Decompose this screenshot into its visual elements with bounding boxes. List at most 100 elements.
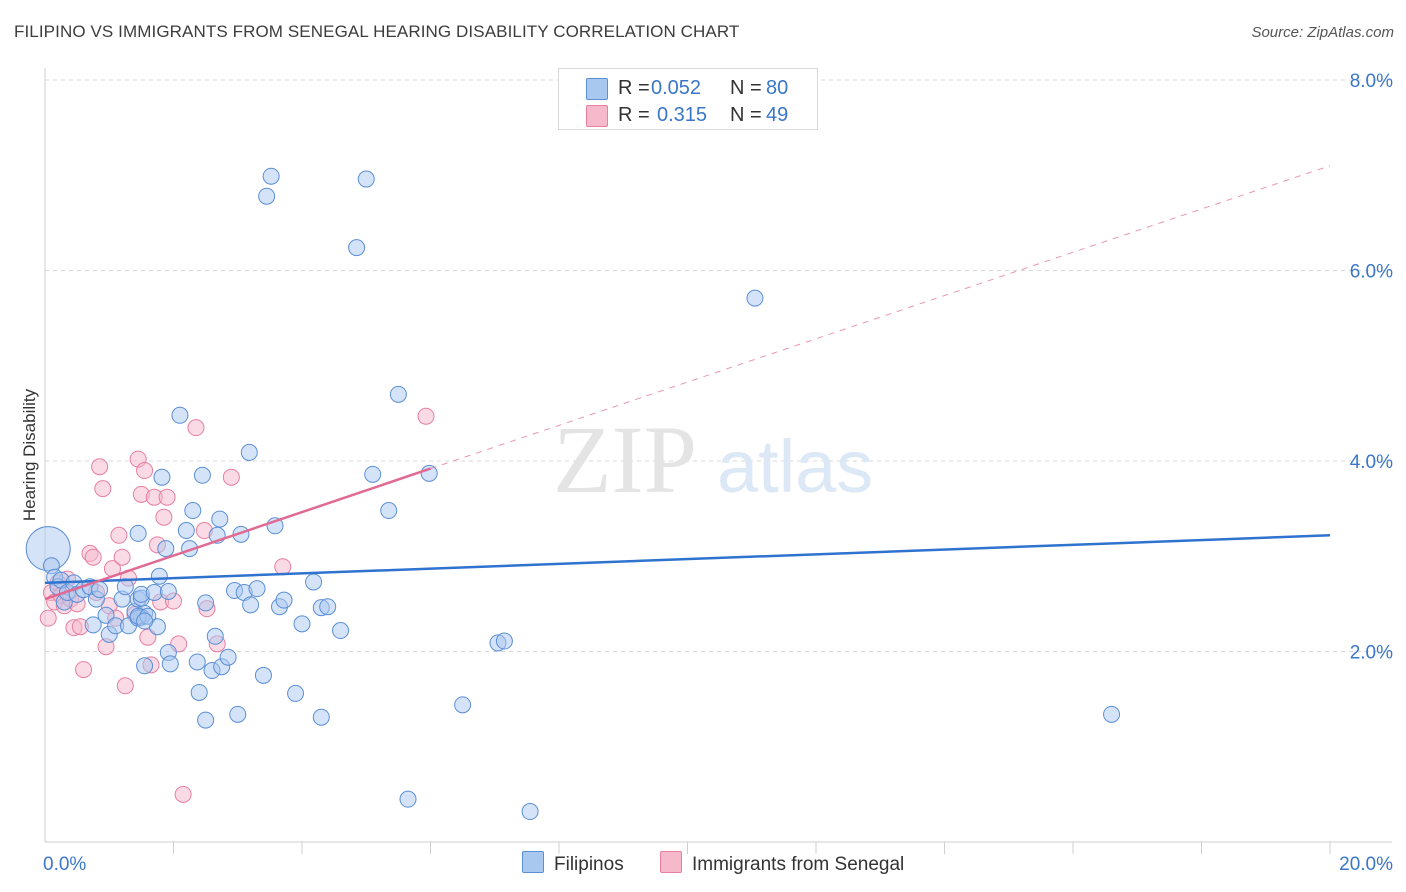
- senegal-point: [91, 458, 109, 476]
- filipino-point: [206, 627, 224, 645]
- senegal-point: [139, 628, 157, 646]
- legend-swatch-blue: [522, 851, 544, 873]
- legend-r-value: 0.052: [651, 77, 702, 99]
- senegal-point: [94, 480, 112, 498]
- senegal-point: [136, 462, 154, 480]
- legend-n-label: N =: [730, 77, 762, 99]
- filipino-point: [746, 289, 764, 307]
- watermark-zip: ZIP: [553, 406, 697, 513]
- filipino-trend-line: [44, 534, 1331, 585]
- legend-n-value: 80: [766, 77, 789, 99]
- legend-n-label: N =: [730, 104, 762, 126]
- filipino-point: [159, 582, 177, 600]
- x-tick-label: 0.0%: [43, 854, 86, 875]
- filipino-point: [97, 606, 115, 624]
- filipino-point: [229, 705, 247, 723]
- legend-row-senegal: R = 0.315 N = 49: [559, 101, 817, 127]
- filipino-point: [153, 468, 171, 486]
- y-tick-label: 6.0%: [1350, 262, 1393, 283]
- senegal-point: [116, 677, 134, 695]
- filipino-point: [161, 655, 179, 673]
- filipino-point: [357, 170, 375, 188]
- filipino-point: [190, 683, 208, 701]
- filipino-point: [157, 540, 175, 558]
- x-tick-label: 20.0%: [1339, 854, 1393, 875]
- filipino-point: [197, 594, 215, 612]
- filipino-point: [319, 598, 337, 616]
- legend-label-filipinos: Filipinos: [554, 854, 624, 875]
- senegal-point: [110, 526, 128, 544]
- y-tick-label: 8.0%: [1350, 71, 1393, 92]
- filipino-point: [380, 502, 398, 520]
- tick-labels: 2.0% 4.0% 6.0% 8.0% 0.0% 20.0%: [43, 71, 1393, 875]
- filipino-point: [332, 622, 350, 640]
- watermark-atlas: atlas: [717, 425, 873, 508]
- senegal-point: [84, 548, 102, 566]
- filipino-point: [177, 522, 195, 540]
- filipino-point: [248, 580, 266, 598]
- legend-item-senegal: Immigrants from Senegal: [660, 851, 904, 876]
- watermark: ZIP atlas: [553, 406, 873, 513]
- filipino-point: [136, 657, 154, 675]
- filipino-point: [197, 711, 215, 729]
- legend-item-filipinos: Filipinos: [522, 851, 624, 876]
- filipino-point: [389, 385, 407, 403]
- filipino-point: [193, 466, 211, 484]
- filipino-point: [348, 239, 366, 257]
- filipino-point: [171, 406, 189, 424]
- senegal-point: [158, 488, 176, 506]
- senegal-point: [75, 661, 93, 679]
- legend-r-value: 0.315: [657, 104, 708, 126]
- senegal-point: [187, 419, 205, 437]
- senegal-point: [417, 407, 435, 425]
- filipino-points: [25, 167, 1121, 821]
- filipino-point: [399, 790, 417, 808]
- senegal-point: [274, 558, 292, 576]
- legend-swatch-blue: [586, 78, 608, 100]
- filipino-point: [184, 502, 202, 520]
- filipino-point: [150, 567, 168, 585]
- legend-label-senegal: Immigrants from Senegal: [692, 854, 905, 875]
- filipino-point: [1103, 705, 1121, 723]
- senegal-point: [222, 468, 240, 486]
- y-tick-label: 2.0%: [1350, 643, 1393, 664]
- legend-row-filipinos: R = 0.052 N = 80: [559, 74, 817, 100]
- filipino-point: [262, 167, 280, 185]
- chart-title: FILIPINO VS IMMIGRANTS FROM SENEGAL HEAR…: [14, 22, 740, 41]
- filipino-point: [287, 684, 305, 702]
- filipino-point: [211, 510, 229, 528]
- grid-layer: [45, 79, 1392, 854]
- filipino-point: [188, 653, 206, 671]
- legend-r-label: R =: [618, 77, 650, 99]
- filipino-point: [84, 616, 102, 634]
- filipino-point: [91, 581, 109, 599]
- y-tick-label: 4.0%: [1350, 452, 1393, 473]
- filipino-point: [312, 708, 330, 726]
- senegal-point: [113, 548, 131, 566]
- senegal-point: [39, 609, 57, 627]
- legend-r-label: R =: [618, 104, 650, 126]
- filipino-point: [129, 524, 147, 542]
- senegal-trend-extension: [430, 165, 1331, 470]
- correlation-legend: R = 0.052 N = 80 R = 0.315 N = 49: [558, 68, 818, 130]
- filipino-point: [305, 573, 323, 591]
- filipino-point: [364, 465, 382, 483]
- senegal-point: [174, 785, 192, 803]
- filipino-point: [495, 632, 513, 650]
- filipino-point: [242, 596, 260, 614]
- filipino-point: [219, 648, 237, 666]
- filipino-point: [293, 615, 311, 633]
- senegal-trend-line: [44, 467, 431, 601]
- legend-swatch-pink: [660, 851, 682, 873]
- filipino-point: [454, 696, 472, 714]
- trend-lines: [44, 165, 1331, 601]
- y-axis-label: Hearing Disability: [20, 388, 39, 521]
- axis-layer: [44, 68, 1392, 843]
- legend-n-value: 49: [766, 104, 789, 126]
- legend-swatch-pink: [586, 105, 608, 127]
- filipino-point: [136, 612, 154, 630]
- senegal-point: [155, 508, 173, 526]
- filipino-point: [240, 443, 258, 461]
- filipino-point: [254, 666, 272, 684]
